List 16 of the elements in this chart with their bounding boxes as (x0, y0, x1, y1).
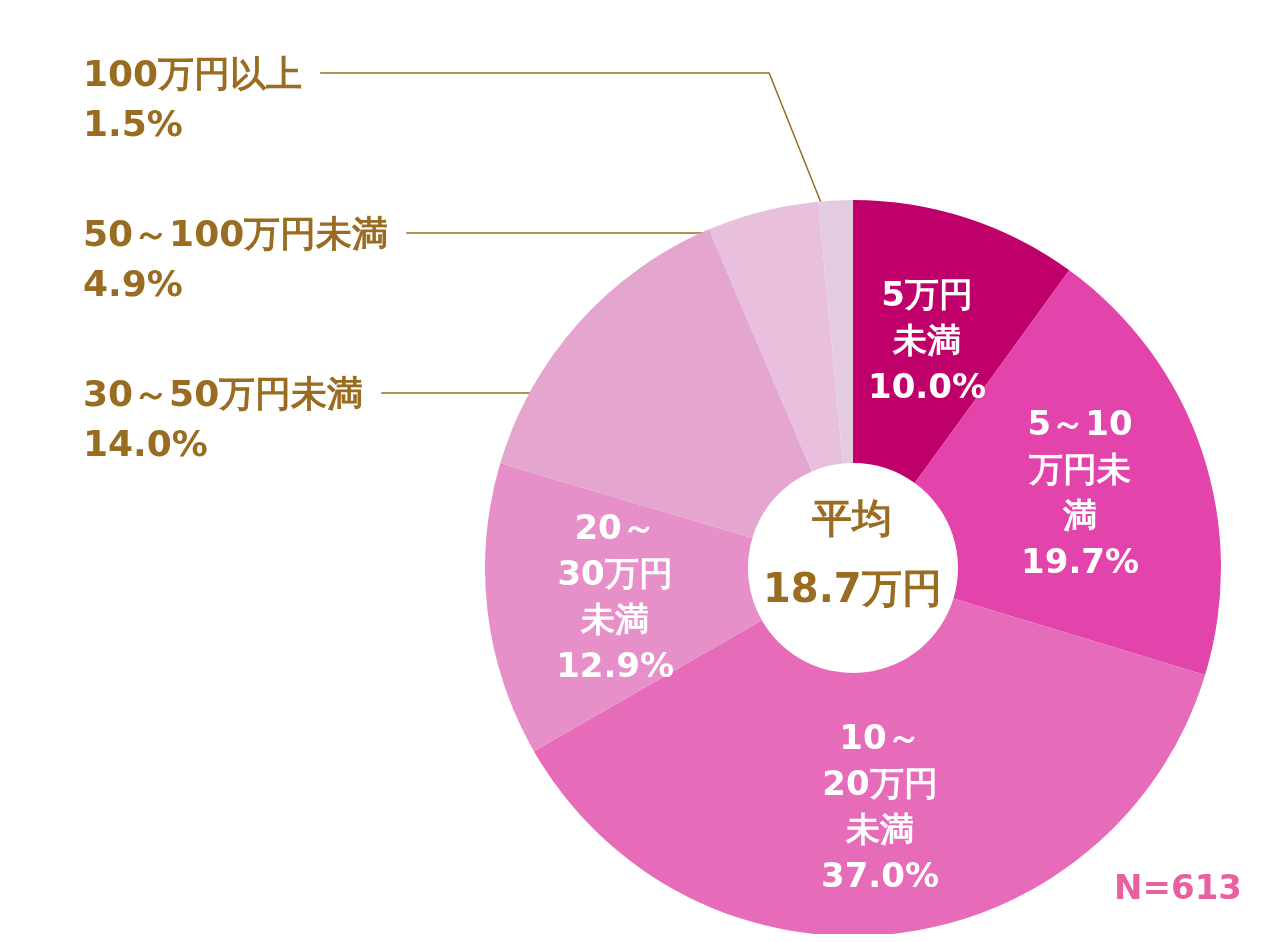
slice-label: 100万円以上 (83, 52, 303, 94)
data-label: 19.7% (1021, 540, 1140, 581)
slice-label: 20～30万円未満 (557, 506, 673, 639)
data-label: 4.9% (83, 262, 183, 304)
slice-label: 50～100万円未満 (83, 212, 389, 254)
data-label: 37.0% (821, 854, 940, 895)
slice-label: 30～50万円未満 (83, 372, 364, 414)
slice-label: 5万円未満 (881, 274, 973, 361)
data-label: 10.0% (868, 366, 986, 407)
slice-label: 5～10万円未満 (1027, 402, 1133, 535)
data-label: 14.0% (83, 422, 208, 464)
data-label: 12.9% (556, 644, 675, 685)
text: 平均 18.7万円 (762, 495, 942, 611)
text: N=613 (1114, 867, 1242, 907)
slice-label: 10～20万円未満 (822, 716, 938, 849)
data-label: 1.5% (83, 102, 183, 144)
